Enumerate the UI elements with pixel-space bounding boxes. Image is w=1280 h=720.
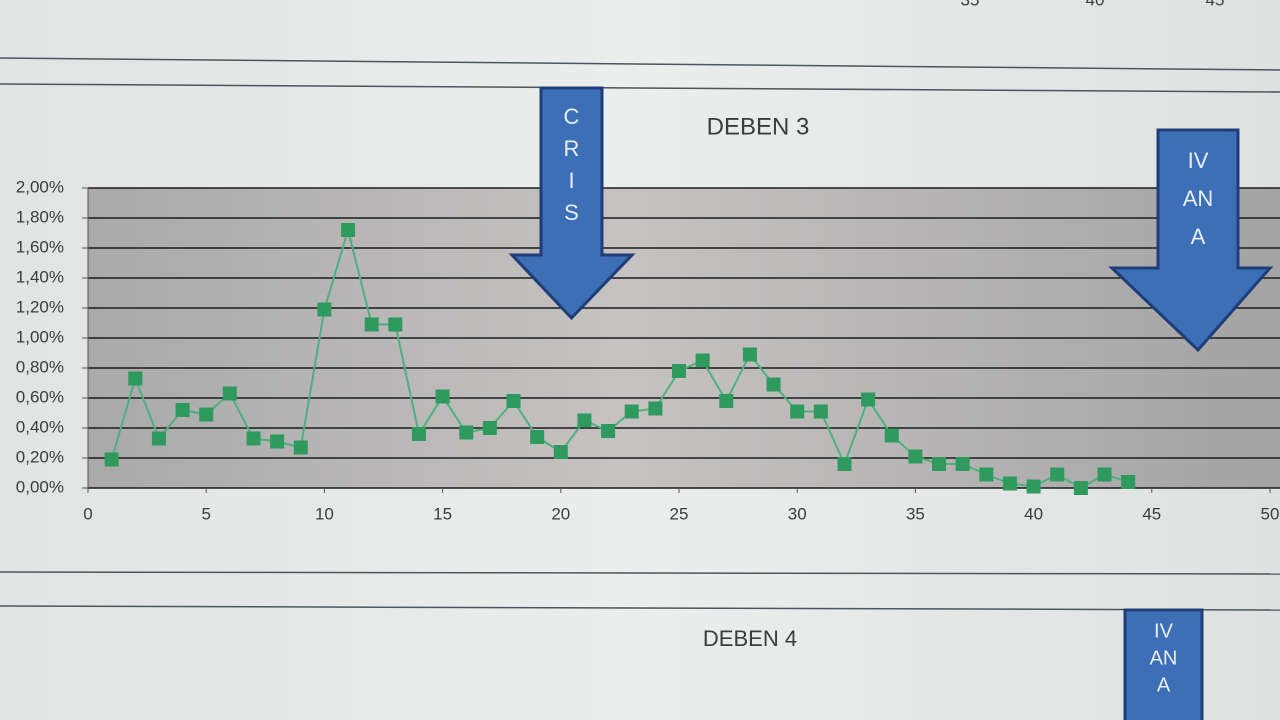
x-tick-label: 0 xyxy=(83,504,92,523)
x-tick-label: 10 xyxy=(315,504,334,523)
y-tick-label: 1,40% xyxy=(16,267,64,286)
x-tick-label: 20 xyxy=(551,504,570,523)
data-point xyxy=(270,434,285,449)
x-tick-label: 25 xyxy=(670,504,689,523)
data-point xyxy=(861,392,876,407)
data-point xyxy=(175,403,190,417)
data-point xyxy=(1050,467,1065,482)
data-point xyxy=(672,364,686,378)
data-point xyxy=(742,347,757,362)
data-point xyxy=(435,389,450,404)
data-point xyxy=(932,457,947,471)
data-point xyxy=(530,430,545,444)
data-point xyxy=(411,427,426,441)
data-point xyxy=(553,445,568,459)
annotation-arrow xyxy=(1123,608,1204,720)
y-tick-label: 0,00% xyxy=(16,477,64,496)
data-point xyxy=(482,421,497,435)
x-tick-label: 45 xyxy=(1206,0,1225,9)
x-tick-label: 45 xyxy=(1142,504,1161,523)
chart-title: DEBEN 3 xyxy=(707,113,810,140)
separator xyxy=(0,83,1280,93)
data-point xyxy=(1026,479,1041,494)
x-tick-label: 35 xyxy=(906,504,925,523)
data-point xyxy=(648,401,663,416)
annotation-text: AN xyxy=(1150,647,1178,669)
annotation-text: A xyxy=(1157,674,1171,696)
data-point xyxy=(506,394,521,408)
annotation-text: R xyxy=(564,136,580,161)
x-tick-label: 30 xyxy=(788,504,807,523)
data-point xyxy=(1097,467,1112,482)
data-point xyxy=(813,404,828,419)
data-point xyxy=(837,457,852,471)
data-point xyxy=(695,353,710,368)
chart-title: DEBEN 4 xyxy=(703,626,797,651)
data-point xyxy=(955,457,970,471)
annotation-arrow xyxy=(1108,128,1274,353)
data-point xyxy=(1121,475,1136,489)
data-point xyxy=(151,431,166,446)
annotation-text: IV xyxy=(1154,620,1174,642)
annotation-text: A xyxy=(1191,224,1206,249)
annotation-arrow xyxy=(508,86,636,321)
data-point xyxy=(199,407,214,422)
y-tick-label: 1,80% xyxy=(16,207,64,226)
data-point xyxy=(222,386,237,401)
x-tick-label: 35 xyxy=(961,0,980,9)
data-point xyxy=(293,440,308,455)
y-tick-label: 0,20% xyxy=(16,447,64,466)
data-point xyxy=(1073,481,1088,495)
data-point xyxy=(979,467,994,482)
y-tick-label: 1,20% xyxy=(16,297,64,316)
y-tick-label: 0,60% xyxy=(16,387,64,406)
y-tick-label: 1,60% xyxy=(16,237,64,256)
data-point xyxy=(884,428,899,443)
data-point xyxy=(1002,476,1017,491)
data-point xyxy=(624,404,639,419)
data-point xyxy=(317,302,332,317)
y-tick-label: 2,00% xyxy=(16,177,64,196)
annotation-text: AN xyxy=(1183,186,1214,211)
y-tick-label: 0,80% xyxy=(16,357,64,376)
separator xyxy=(0,57,1280,71)
y-tick-label: 1,00% xyxy=(16,327,64,346)
y-tick-label: 0,40% xyxy=(16,417,64,436)
data-point xyxy=(128,371,143,386)
x-tick-label: 40 xyxy=(1086,0,1105,9)
x-tick-label: 50 xyxy=(1261,504,1280,523)
data-point xyxy=(341,223,356,237)
data-point xyxy=(790,404,805,419)
annotation-text: S xyxy=(564,200,579,225)
data-point xyxy=(364,317,379,332)
data-point xyxy=(601,424,616,438)
data-point xyxy=(577,413,592,428)
data-point xyxy=(459,425,474,440)
annotation-text: IV xyxy=(1188,148,1209,173)
data-point xyxy=(104,452,119,467)
x-tick-label: 15 xyxy=(433,504,452,523)
data-point xyxy=(246,431,261,446)
annotation-text: I xyxy=(568,168,574,193)
data-point xyxy=(766,377,781,392)
data-point xyxy=(388,317,403,332)
separator xyxy=(0,605,1280,611)
x-tick-label: 40 xyxy=(1024,504,1043,523)
data-point xyxy=(908,449,923,464)
separator xyxy=(0,571,1280,575)
annotation-text: C xyxy=(564,104,580,129)
data-point xyxy=(719,394,734,408)
x-tick-label: 5 xyxy=(201,504,210,523)
